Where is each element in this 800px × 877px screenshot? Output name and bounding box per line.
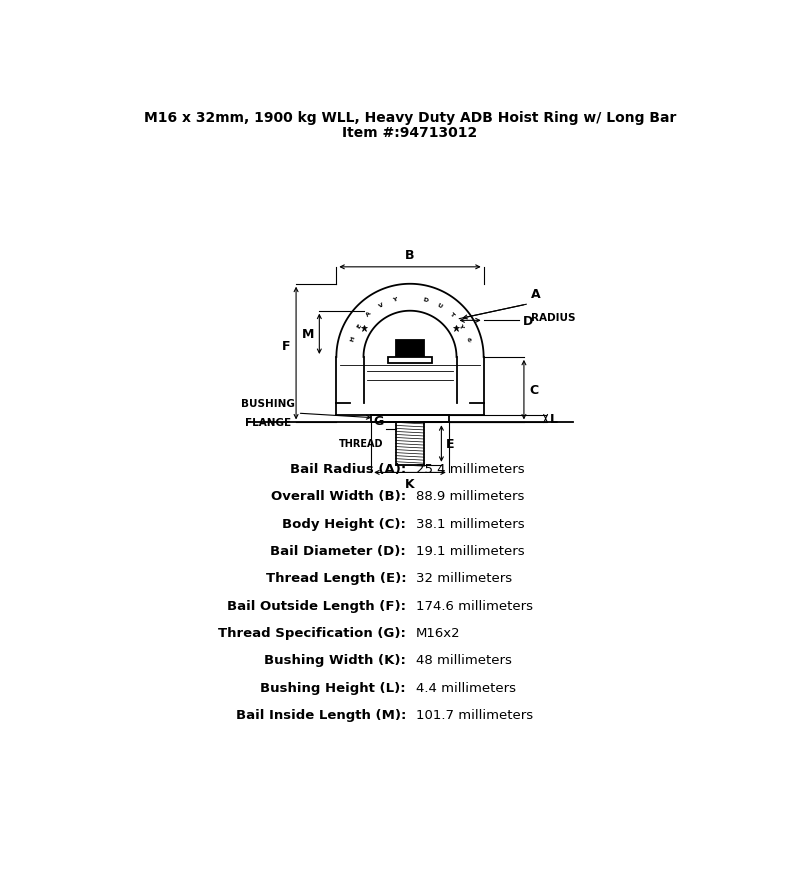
Bar xyxy=(388,358,432,364)
Text: 19.1 millimeters: 19.1 millimeters xyxy=(416,545,525,558)
Text: M: M xyxy=(302,328,314,341)
Text: Bail Inside Length (M):: Bail Inside Length (M): xyxy=(236,709,406,721)
Text: M16 x 32mm, 1900 kg WLL, Heavy Duty ADB Hoist Ring w/ Long Bar: M16 x 32mm, 1900 kg WLL, Heavy Duty ADB … xyxy=(144,111,676,125)
Text: 174.6 millimeters: 174.6 millimeters xyxy=(416,599,534,612)
Text: Overall Width (B):: Overall Width (B): xyxy=(271,490,406,503)
Text: D: D xyxy=(523,315,534,327)
Text: Item #:94713012: Item #:94713012 xyxy=(342,126,478,140)
Text: F: F xyxy=(282,339,290,353)
Text: Bail Outside Length (F):: Bail Outside Length (F): xyxy=(227,599,406,612)
Bar xyxy=(396,340,424,358)
Text: U: U xyxy=(435,302,442,309)
Text: E: E xyxy=(446,438,454,451)
Text: T: T xyxy=(448,310,454,317)
Text: G: G xyxy=(373,415,383,427)
Text: Bail Radius (A):: Bail Radius (A): xyxy=(290,462,406,475)
Text: Y: Y xyxy=(458,323,464,329)
Text: Body Height (C):: Body Height (C): xyxy=(282,517,406,530)
Text: THREAD: THREAD xyxy=(338,438,383,448)
Text: 48 millimeters: 48 millimeters xyxy=(416,653,512,667)
Text: D: D xyxy=(422,296,428,303)
Text: RADIUS: RADIUS xyxy=(531,312,575,323)
Text: Bushing Height (L):: Bushing Height (L): xyxy=(261,681,406,694)
Text: B: B xyxy=(406,249,414,262)
Text: Y: Y xyxy=(392,296,398,303)
Text: Thread Length (E):: Thread Length (E): xyxy=(266,572,406,585)
Text: E: E xyxy=(356,323,362,329)
Text: C: C xyxy=(530,384,538,396)
Text: L: L xyxy=(550,412,558,425)
Text: 32 millimeters: 32 millimeters xyxy=(416,572,512,585)
Text: A: A xyxy=(531,288,541,300)
Text: 101.7 millimeters: 101.7 millimeters xyxy=(416,709,534,721)
Text: ®: ® xyxy=(464,335,470,343)
Text: Bushing Width (K):: Bushing Width (K): xyxy=(264,653,406,667)
Text: H: H xyxy=(350,336,356,342)
Text: Thread Specification (G):: Thread Specification (G): xyxy=(218,626,406,639)
Text: 4.4 millimeters: 4.4 millimeters xyxy=(416,681,516,694)
Text: 88.9 millimeters: 88.9 millimeters xyxy=(416,490,525,503)
Text: K: K xyxy=(405,477,415,490)
Text: Bail Diameter (D):: Bail Diameter (D): xyxy=(270,545,406,558)
Text: 38.1 millimeters: 38.1 millimeters xyxy=(416,517,525,530)
Text: V: V xyxy=(378,302,385,309)
Text: M16x2: M16x2 xyxy=(416,626,461,639)
Text: A: A xyxy=(366,310,372,317)
Text: BUSHING: BUSHING xyxy=(242,398,295,409)
Text: 25.4 millimeters: 25.4 millimeters xyxy=(416,462,525,475)
Text: FLANGE: FLANGE xyxy=(245,417,291,427)
